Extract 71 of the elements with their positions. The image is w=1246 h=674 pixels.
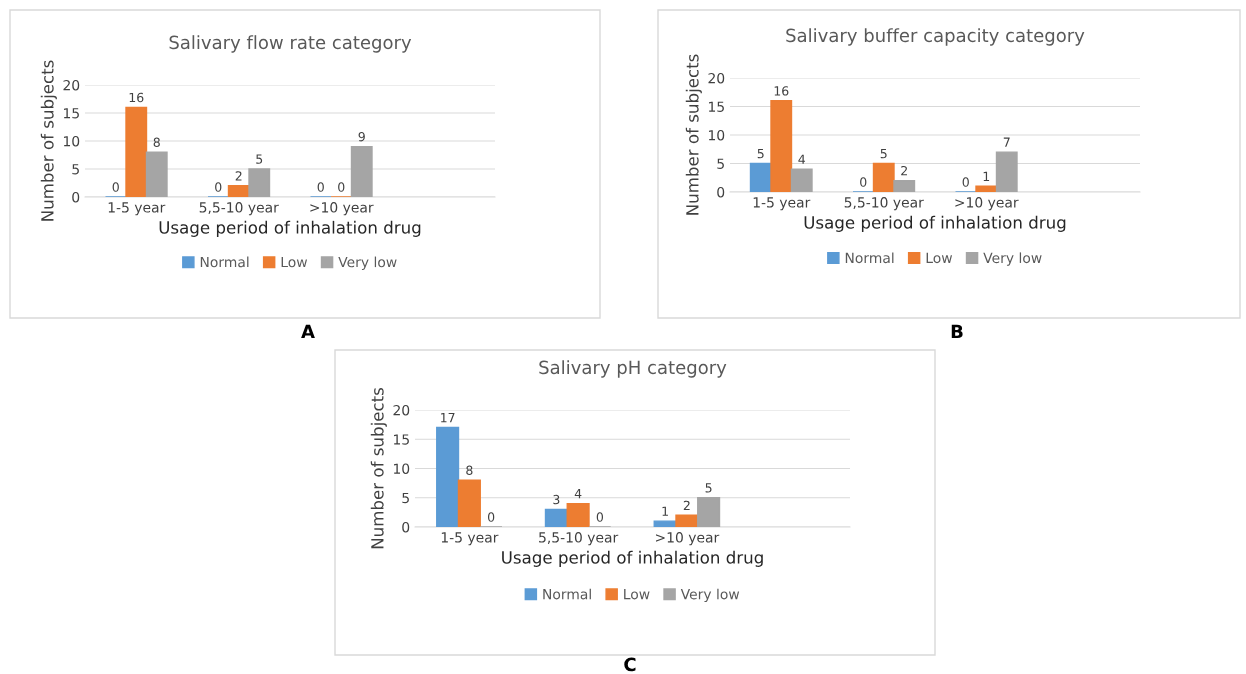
legend-label: Very low [983,252,1042,266]
x-tick-label: 5,5-10 year [844,197,924,211]
data-label: 2 [901,165,907,176]
legend-label: Low [624,589,650,600]
data-label: 2 [235,171,242,181]
x-tick-label: 5,5-10 year [539,532,619,546]
y-tick-label: 20 [708,72,725,84]
x-tick-label: 1-5 year [108,202,166,216]
data-label: 1 [983,171,990,181]
y-tick-label: 15 [393,434,409,445]
data-label: 7 [1003,137,1010,147]
data-label: 2 [683,500,690,510]
data-label: 5 [256,154,263,164]
y-tick-label: 5 [402,492,409,504]
y-tick-label: 5 [72,164,79,175]
text: B [951,324,963,338]
chart-title: Salivary buffer capacity category [786,28,1085,46]
data-label: 0 [317,182,324,192]
data-label: 17 [441,413,455,423]
y-tick-label: 15 [63,108,79,119]
data-label: 4 [574,489,582,499]
y-tick-label: 10 [63,135,80,147]
y-tick-label: 10 [393,463,410,474]
data-label: 16 [129,92,144,103]
data-label: 16 [774,86,789,96]
y-tick-label: 10 [708,129,725,141]
y-tick-label: 20 [393,404,410,416]
x-axis-title: Usage period of inhalation drug [159,220,421,237]
x-tick-label: 1-5 year [441,532,499,546]
data-label: 0 [338,182,345,192]
data-label: 9 [358,131,365,142]
x-tick-label: 1-5 year [753,197,811,211]
data-label: 0 [962,177,969,187]
legend-label: Very low [338,256,397,270]
y-tick-label: 0 [402,521,410,533]
x-tick-label: >10 year [655,532,720,546]
chart-title: Salivary pH category [539,360,727,378]
data-label: 0 [112,182,119,192]
x-tick-label: >10 year [955,197,1019,211]
data-label: 1 [662,506,668,516]
legend-label: Normal [200,256,249,268]
y-tick-label: 5 [717,158,724,169]
data-label: 0 [596,512,604,522]
data-label: 0 [215,182,222,192]
y-tick-label: 20 [63,79,80,91]
y-tick-label: 0 [72,191,80,203]
data-label: 4 [798,154,806,164]
y-axis-title: Number of subjects [685,54,702,215]
data-label: 8 [466,465,473,475]
x-tick-label: 5,5-10 year [199,202,279,216]
data-label: 5 [757,149,764,159]
y-tick-label: 15 [708,101,724,112]
x-axis-title: Usage period of inhalation drug [502,550,763,567]
legend-label: Low [281,256,308,268]
data-label: 8 [153,137,160,147]
text: C [624,657,636,672]
data-label: 5 [880,149,887,159]
legend-label: Normal [845,252,894,264]
chart-title: Salivary flow rate category [169,35,412,53]
data-label: 0 [487,512,495,522]
data-label: 0 [860,177,867,187]
data-label: 3 [553,494,560,505]
y-axis-title: Number of subjects [370,387,387,549]
y-tick-label: 0 [717,186,725,198]
x-tick-label: >10 year [310,202,374,216]
legend-label: Normal [543,588,591,600]
legend-label: Very low [680,588,740,603]
y-axis-title: Number of subjects [40,60,57,221]
legend-label: Low [926,252,953,264]
x-axis-title: Usage period of inhalation drug [804,215,1066,232]
text: A [301,324,315,338]
